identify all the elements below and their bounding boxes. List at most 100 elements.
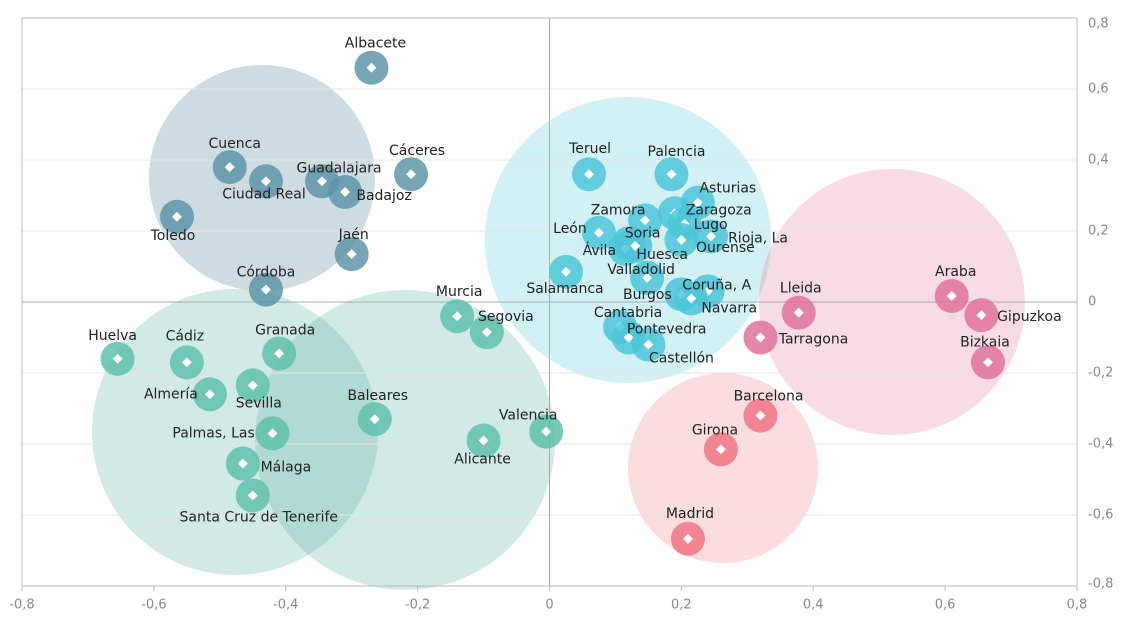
point-label: Huesca (636, 247, 688, 263)
point-label: Albacete (345, 36, 406, 52)
point (235, 368, 270, 403)
point (664, 222, 699, 257)
marker-center (594, 227, 604, 238)
point (169, 345, 204, 380)
point (357, 402, 392, 437)
point-label: Santa Cruz de Tenerife (180, 509, 338, 525)
x-tick-label: -0,4 (273, 598, 298, 613)
marker-center (793, 307, 804, 318)
marker-center (976, 310, 987, 321)
point-label: Palmas, Las (172, 425, 254, 441)
marker-center (643, 339, 654, 350)
point-label: Asturias (699, 181, 756, 197)
point-label: Girona (692, 422, 738, 438)
marker-center (267, 428, 278, 439)
marker-center (584, 169, 595, 180)
marker-center (224, 162, 235, 173)
marker-center (340, 187, 351, 197)
point-label: Valencia (499, 408, 558, 424)
point-label: Jaén (338, 227, 369, 243)
marker-center (247, 380, 258, 391)
point-label: Málaga (261, 460, 312, 476)
marker-center (261, 176, 271, 187)
point-label: Lleida (780, 281, 822, 297)
point (469, 315, 504, 350)
point-label: Rioja, La (728, 230, 788, 246)
y-tick-label: -0,2 (1088, 366, 1113, 381)
marker-center (666, 169, 677, 180)
marker-center (172, 211, 182, 222)
y-tick-label: -0,8 (1088, 577, 1113, 592)
point-label: Sevilla (236, 395, 282, 411)
point-label: Palencia (648, 144, 706, 160)
y-tick-label: 0,8 (1088, 17, 1109, 32)
marker-center (204, 389, 215, 400)
point (548, 254, 583, 289)
point-label: Cantabria (594, 305, 662, 321)
point-label: León (553, 221, 587, 237)
point-label: Teruel (568, 141, 611, 157)
point-label: Lugo (694, 217, 728, 233)
point (964, 298, 999, 333)
point-label: Cáceres (389, 143, 445, 159)
point (225, 446, 260, 481)
point (466, 423, 501, 458)
point-label: Gipuzkoa (997, 309, 1062, 325)
marker-center (755, 332, 766, 343)
marker-center (642, 272, 653, 283)
point-label: Zamora (591, 202, 646, 218)
point (248, 164, 283, 199)
point-label: Navarra (701, 300, 757, 316)
marker-center (630, 240, 641, 251)
point-label: Salamanca (526, 281, 603, 297)
point-label: Almería (144, 386, 198, 402)
point (529, 414, 564, 449)
point (192, 377, 227, 412)
point (354, 50, 389, 85)
point (743, 398, 778, 433)
point-label: Bizkaia (960, 334, 1010, 350)
point (255, 416, 290, 451)
y-tick-label: 0,6 (1088, 82, 1109, 97)
marker-center (946, 291, 957, 301)
x-tick-label: -0,2 (405, 598, 430, 613)
y-tick-label: -0,4 (1088, 437, 1113, 452)
point-label: Tarragona (778, 332, 849, 348)
x-tick-label: -0,8 (9, 598, 34, 613)
point (630, 260, 665, 295)
point-label: Burgos (623, 287, 672, 303)
x-tick-label: 0,8 (1067, 598, 1088, 613)
point-label: Toledo (150, 228, 196, 244)
marker-center (683, 533, 693, 544)
point-label: Ciudad Real (222, 186, 306, 202)
point-labels: Albacete Cuenca Ciudad Real Guadalajara Bada… (88, 36, 1061, 526)
point-label: Madrid (666, 506, 714, 522)
point (572, 157, 607, 192)
point (670, 521, 705, 556)
point-label: Castellón (649, 351, 714, 367)
point-label: Zaragoza (686, 202, 752, 218)
marker-center (715, 444, 726, 455)
point (100, 341, 135, 376)
point-label: Cuenca (208, 136, 260, 152)
marker-center (261, 284, 271, 295)
cluster-area (92, 289, 378, 575)
marker-center (755, 410, 766, 421)
marker-center (676, 234, 687, 245)
marker-center (640, 215, 651, 226)
x-tick-label: 0,6 (935, 598, 956, 613)
point (440, 299, 475, 334)
point (235, 478, 270, 513)
point-label: Murcia (436, 284, 483, 300)
point-label: Pontevedra (627, 322, 707, 338)
point-label: Cádiz (166, 328, 204, 344)
point (262, 336, 297, 371)
point-label: Huelva (88, 328, 137, 344)
marker-center (237, 458, 248, 469)
point-label: Badajoz (356, 188, 411, 204)
point (334, 237, 369, 272)
point (694, 219, 729, 254)
marker-center (541, 426, 552, 437)
point-label: Coruña, A (682, 277, 751, 293)
marker-center (706, 231, 716, 242)
